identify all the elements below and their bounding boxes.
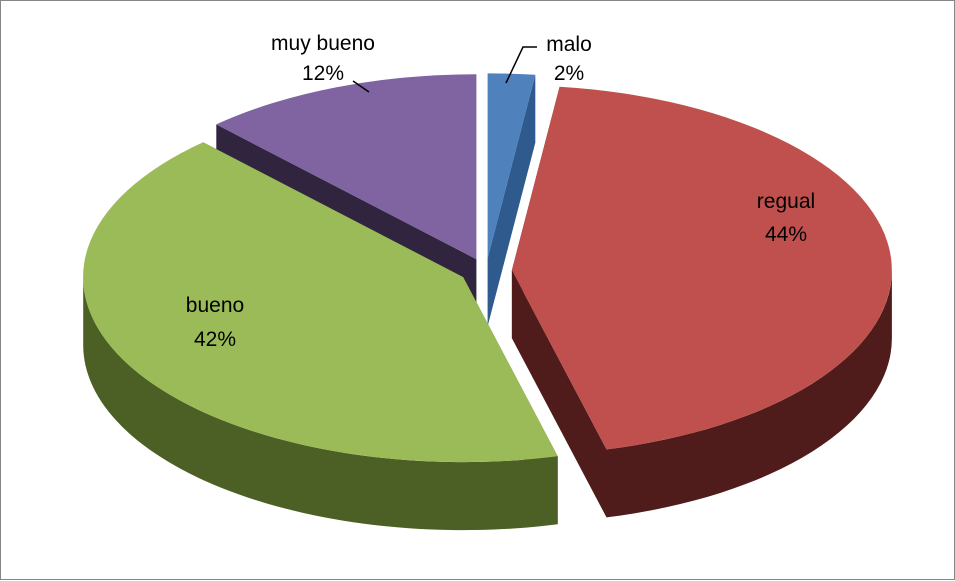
slice-labels: malo 2% regual 44% bueno 42% muy bueno 1… [186, 32, 815, 351]
slice-malo [487, 73, 536, 259]
leader-line-malo [505, 46, 537, 84]
label-regual-name: regual [757, 190, 815, 213]
leader-line-muy-bueno [352, 80, 370, 93]
slice-wall-regual-1 [511, 270, 607, 518]
slice-regual [511, 86, 892, 450]
label-malo-pct: 2% [554, 62, 584, 85]
slice-edge-bueno [83, 277, 558, 531]
label-malo-name: malo [546, 33, 592, 56]
label-bueno-pct: 42% [194, 328, 236, 351]
label-muy-bueno-name: muy bueno [271, 32, 375, 55]
slice-wall-malo-1 [487, 74, 536, 327]
slice-muy-bueno [216, 74, 477, 260]
slice-tops [83, 73, 892, 463]
label-bueno-name: bueno [186, 294, 244, 317]
slice-edge-regual [606, 270, 892, 518]
slice-bueno [83, 142, 558, 463]
label-muy-bueno-pct: 12% [302, 62, 344, 85]
label-regual-pct: 44% [765, 223, 807, 246]
